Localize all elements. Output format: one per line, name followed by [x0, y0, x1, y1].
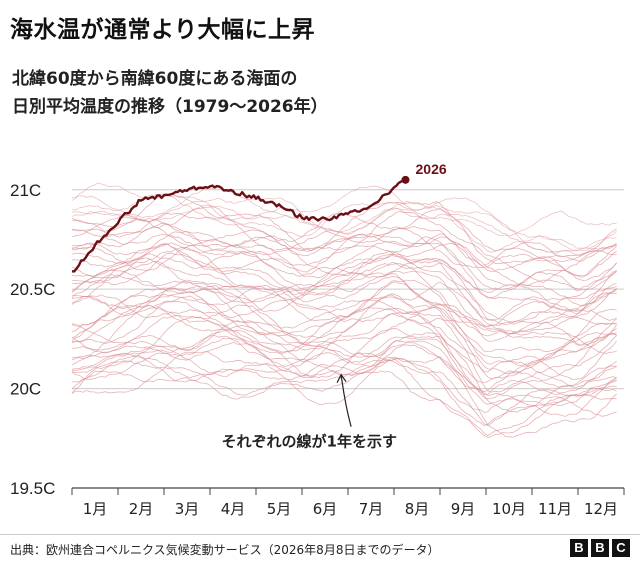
x-tick-label: 11月 [538, 500, 572, 518]
x-tick-label: 2月 [129, 500, 154, 518]
history-year-line [71, 306, 617, 400]
highlight-end-point [401, 175, 410, 184]
history-year-line [71, 370, 617, 436]
history-year-line [71, 193, 617, 265]
history-year-line [71, 193, 617, 253]
history-year-line [71, 274, 617, 333]
x-tick-label: 6月 [313, 500, 338, 518]
history-year-line [71, 293, 617, 375]
history-year-line [71, 316, 617, 413]
history-year-line [71, 334, 617, 406]
x-tick-label: 3月 [175, 500, 200, 518]
line-chart: 19.5C 20C 20.5C 21C 1月 2月 3月 4月 5月 6月 7月 8月 9月 10月 11月… [10, 161, 625, 518]
chart-subtitle-line1: 北緯60度から南緯60度にある海面の [12, 69, 298, 89]
highlight-series-line [71, 178, 406, 273]
history-year-line [71, 354, 617, 427]
history-year-line [71, 269, 617, 328]
annotation-text: それぞれの線が1年を示す [222, 433, 397, 451]
history-year-line [71, 257, 617, 337]
x-tick-label: 8月 [405, 500, 430, 518]
x-tick-label: 1月 [83, 500, 108, 518]
history-year-line [71, 236, 617, 312]
history-year-line [71, 243, 617, 321]
bbc-logo-letter-2: B [591, 539, 609, 557]
history-year-line [72, 206, 617, 284]
history-year-line [71, 320, 617, 388]
history-year-line [71, 222, 617, 290]
history-year-line [71, 341, 617, 396]
history-year-line [71, 304, 617, 380]
history-year-line [71, 207, 617, 278]
highlight-series-label: 2026 [416, 161, 447, 177]
x-tick-label: 12月 [584, 500, 618, 518]
x-tick-label: 9月 [451, 500, 476, 518]
history-year-line [71, 287, 617, 380]
y-tick-label: 21C [10, 181, 41, 200]
x-tick-label: 10月 [492, 500, 526, 518]
history-year-line [72, 330, 617, 388]
history-year-line [71, 246, 617, 325]
history-year-line [71, 345, 617, 427]
bbc-logo-letter-1: B [570, 539, 588, 557]
history-year-line [71, 304, 617, 393]
history-year-line [71, 279, 617, 353]
annotation-arrow [340, 374, 352, 427]
history-year-line [71, 215, 617, 269]
chart-subtitle-line2: 日別平均温度の推移（1979～2026年） [12, 97, 328, 117]
source-note: 出典：欧州連合コペルニクス気候変動サービス（2026年8月8日までのデータ） [10, 543, 440, 557]
history-year-line [71, 300, 617, 393]
y-tick-label: 20.5C [10, 280, 55, 299]
history-year-line [71, 279, 617, 346]
x-tick-label: 5月 [267, 500, 292, 518]
annotation-arrow-head [336, 373, 347, 383]
history-year-line [71, 195, 617, 250]
chart-title: 海水温が通常より大幅に上昇 [10, 17, 316, 43]
history-year-line [71, 242, 617, 298]
history-year-line [71, 352, 617, 413]
bbc-logo-letter-3: C [612, 539, 630, 557]
history-year-line [71, 285, 617, 346]
x-tick-label: 7月 [359, 500, 384, 518]
history-year-line [71, 237, 617, 307]
history-year-line [71, 229, 617, 282]
history-year-line [71, 230, 617, 290]
history-year-line [71, 252, 617, 325]
y-tick-label: 20C [10, 380, 41, 399]
history-year-line [72, 252, 617, 312]
history-year-line [71, 260, 617, 327]
footer: 出典：欧州連合コペルニクス気候変動サービス（2026年8月8日までのデータ） B… [0, 534, 640, 561]
bbc-logo: B B C [570, 539, 630, 557]
history-year-line [71, 356, 617, 438]
history-year-line [71, 281, 617, 367]
x-tick-label: 4月 [221, 500, 246, 518]
y-tick-label: 19.5C [10, 479, 55, 498]
